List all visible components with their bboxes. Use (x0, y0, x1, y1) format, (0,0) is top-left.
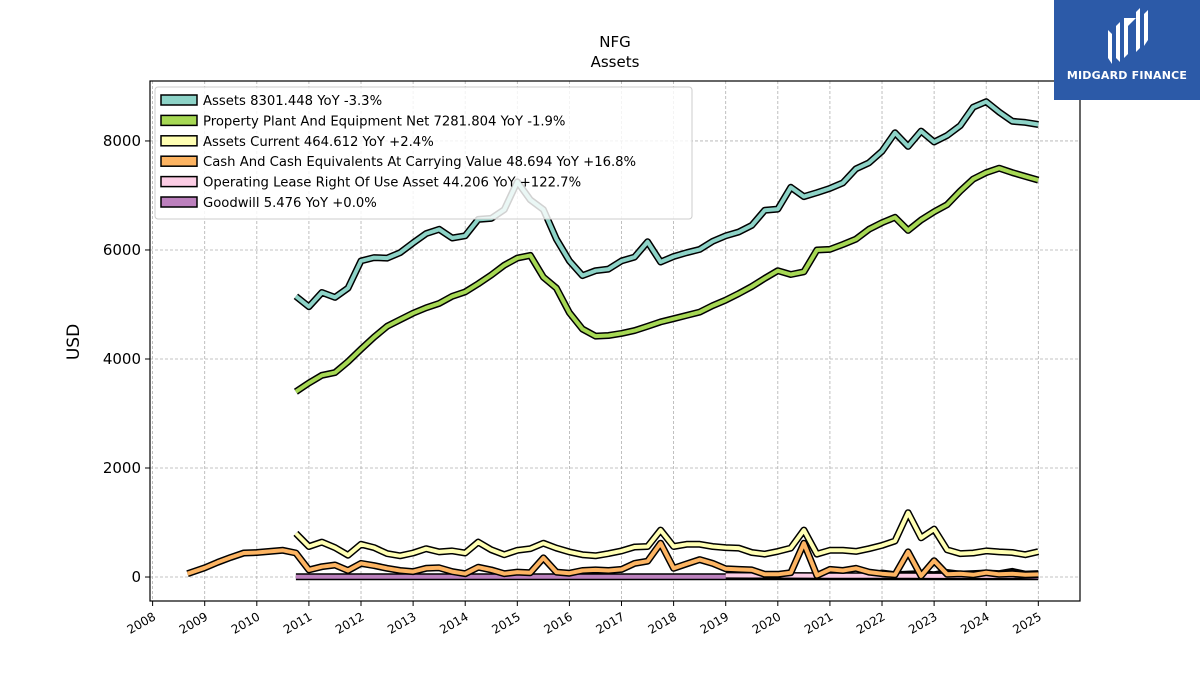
x-tick-label: 2013 (385, 609, 418, 636)
legend: Assets 8301.448 YoY -3.3% Property Plant … (154, 86, 693, 220)
x-tick-label: 2012 (333, 609, 366, 636)
legend-swatch (160, 155, 198, 167)
brand-logo: MIDGARD FINANCE (1054, 0, 1200, 100)
x-tick-label: 2015 (489, 609, 522, 636)
x-tick-label: 2023 (906, 609, 939, 636)
chart-title: NFG (599, 33, 630, 51)
x-tick-label: 2020 (750, 609, 783, 636)
legend-entry: Operating Lease Right Of Use Asset 44.20… (203, 176, 581, 191)
legend-entry: Property Plant And Equipment Net 7281.80… (203, 114, 565, 129)
legend-entry: Assets 8301.448 YoY -3.3% (203, 94, 382, 109)
x-tick-label: 2025 (1010, 609, 1043, 636)
series-line-assets (294, 99, 1039, 309)
logo-text: MIDGARD FINANCE (1066, 69, 1188, 82)
y-tick-label: 0 (131, 568, 141, 586)
legend-entry: Cash And Cash Equivalents At Carrying Va… (203, 155, 636, 170)
x-tick-label: 2010 (229, 609, 262, 636)
series-line-cash-and-cash-equivalents-at-carrying-value (186, 541, 1039, 578)
y-tick-label: 2000 (103, 459, 141, 477)
legend-box (154, 86, 693, 220)
chart-subtitle: Assets (591, 53, 640, 71)
logo-mark-icon (1108, 8, 1148, 64)
y-tick-label: 4000 (103, 350, 141, 368)
x-tick-label: 2017 (594, 609, 627, 636)
plot-frame (149, 80, 1081, 602)
x-tick-label: 2022 (854, 609, 887, 636)
x-tick-label: 2016 (541, 609, 574, 636)
legend-swatch (160, 94, 198, 106)
legend-entry: Goodwill 5.476 YoY +0.0% (203, 196, 377, 211)
x-tick-label: 2008 (125, 609, 158, 636)
series-line-property-plant-and-equipment-net (294, 166, 1039, 394)
x-tick-label: 2014 (437, 609, 470, 636)
legend-swatch (160, 135, 198, 147)
x-tick-label: 2009 (177, 609, 210, 636)
y-tick-label: 6000 (103, 241, 141, 259)
series-line-assets-current (294, 510, 1039, 558)
legend-swatch (160, 175, 198, 188)
legend-swatch (160, 196, 198, 208)
x-tick-label: 2019 (698, 609, 731, 636)
series-lines (186, 98, 1040, 581)
y-axis-label: USD (64, 324, 84, 360)
legend-swatch (160, 114, 198, 127)
x-tick-label: 2011 (281, 609, 314, 636)
x-tick-label: 2018 (646, 609, 679, 636)
y-tick-label: 8000 (103, 132, 141, 150)
legend-entry: Assets Current 464.612 YoY +2.4% (203, 135, 434, 150)
x-tick-label: 2024 (958, 609, 991, 636)
x-tick-label: 2021 (802, 609, 835, 636)
